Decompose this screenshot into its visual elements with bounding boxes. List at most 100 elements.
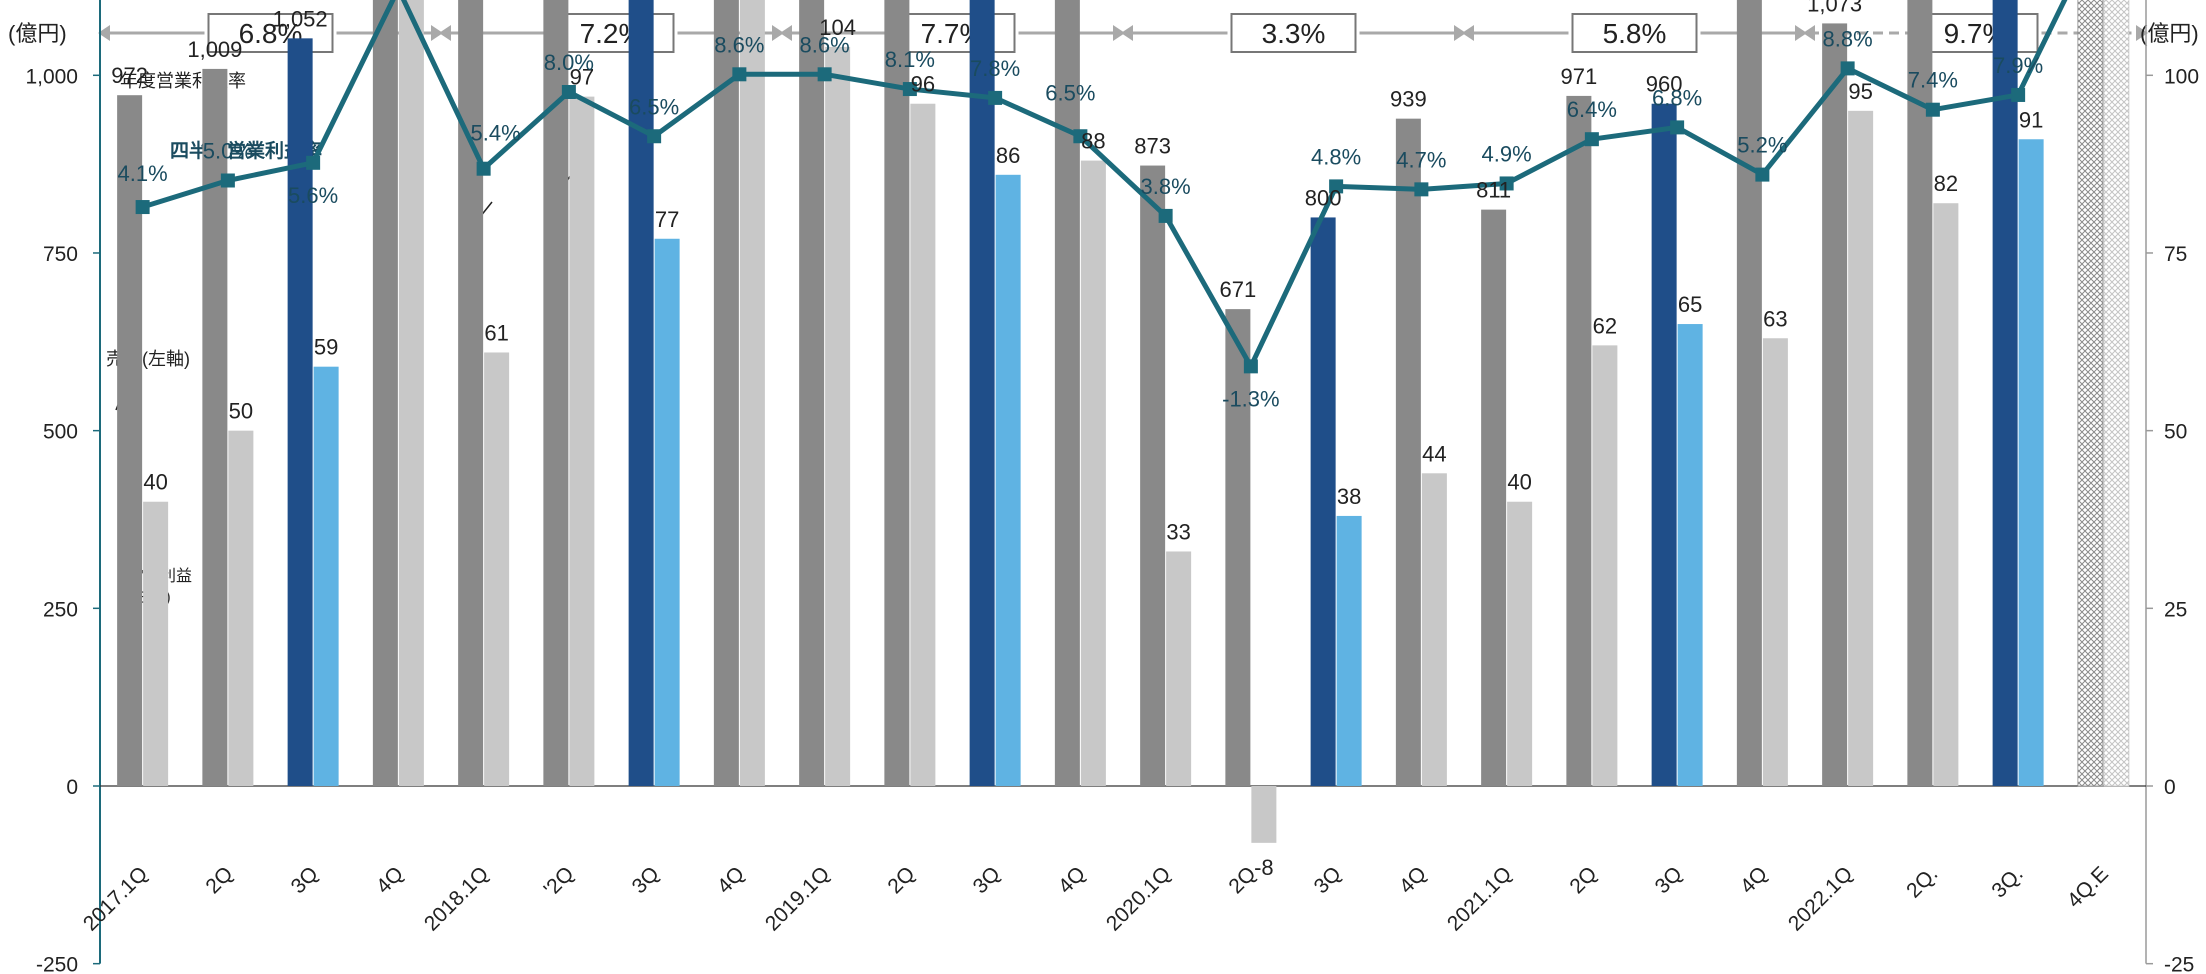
profit-bar (1592, 345, 1618, 786)
sales-bar (458, 0, 484, 787)
profit-value-label: 44 (1422, 441, 1446, 466)
profit-bar (1848, 110, 1874, 786)
category-label: 2019.1Q (761, 862, 834, 935)
profit-bar (143, 501, 169, 786)
sales-bar (1992, 0, 2018, 787)
sales-bar (287, 38, 313, 786)
profit-value-label: 88 (1081, 129, 1105, 154)
annual-arrow-head (1803, 25, 1815, 41)
sales-bar (1566, 95, 1592, 787)
profit-bar (2018, 139, 2044, 786)
sales-value-label: 1,073 (1807, 0, 1862, 16)
sales-bar (1054, 0, 1080, 786)
margin-value-label: 8.8% (1823, 26, 1873, 51)
sales-bar (543, 0, 569, 786)
annual-arrow-head (1454, 25, 1466, 41)
bars (117, 0, 2130, 843)
category-label: 3Q (969, 862, 1005, 898)
margin-point (1414, 182, 1429, 197)
annual-margin-box (1230, 13, 1357, 53)
annual-arrow-head (772, 25, 784, 41)
profit-bar (1933, 203, 1959, 786)
margin-point (1329, 179, 1344, 194)
profit-bar (228, 430, 254, 786)
margin-point (1158, 208, 1173, 223)
sales-value-label: 960 (1646, 72, 1683, 97)
sales-bar (1395, 118, 1421, 786)
profit-bar (739, 0, 765, 786)
margin-value-label: 7.9% (1993, 53, 2043, 78)
category-label: 2017.1Q (79, 862, 152, 935)
margin-point (647, 129, 662, 144)
annual-arrow-head (2136, 25, 2148, 41)
margin-point (1840, 61, 1855, 76)
annual-arrow-head (780, 25, 792, 41)
annual-margin-value: 3.3% (1262, 18, 1326, 49)
profit-value-label: 77 (655, 207, 679, 232)
profit-bar (1080, 160, 1106, 787)
sales-bar (884, 0, 910, 786)
margin-point (1499, 176, 1514, 191)
category-label: 2Q (201, 862, 237, 898)
sales-bar (1225, 309, 1251, 786)
margin-value-label: 7.4% (1908, 68, 1958, 93)
margin-value-label: 5.2% (1737, 133, 1787, 158)
profit-value-label: 50 (229, 399, 253, 424)
category-label: 2Q (1565, 862, 1601, 898)
profit-value-label: 33 (1166, 519, 1190, 544)
annual-arrow-head (1113, 25, 1125, 41)
category-label: 4Q (372, 862, 408, 898)
margin-value-label: 5.6% (288, 183, 338, 208)
right-tick-label: -25 (2164, 954, 2194, 974)
category-label: 3Q (1310, 862, 1346, 898)
annual-arrow-head (98, 25, 110, 41)
sales-bar (1651, 103, 1677, 786)
left-tick-label: 250 (43, 598, 78, 621)
margin-value-label: 8.6% (714, 32, 764, 57)
category-label: 4Q.E (2063, 862, 2113, 912)
sales-bar (713, 0, 739, 787)
margin-point (902, 82, 917, 97)
category-label: 4Q (1736, 862, 1772, 898)
right-axis-unit: (億円) (2140, 21, 2199, 46)
sales-bar (2077, 0, 2104, 787)
sales-bar (969, 0, 995, 786)
profit-bar (1251, 786, 1277, 843)
category-label: 2018.1Q (420, 862, 493, 935)
annual-arrow-head (431, 25, 443, 41)
annual-arrow-head (1795, 25, 1807, 41)
right-tick-label: 100 (2164, 65, 2199, 88)
margin-point (1584, 132, 1599, 147)
profit-bar (995, 174, 1021, 787)
profit-bar (1166, 551, 1192, 786)
category-label: 2Q (883, 862, 919, 898)
margin-value-label: 7.8% (970, 56, 1020, 81)
margin-point (732, 67, 747, 82)
sales-bar (117, 95, 143, 787)
profit-value-label: 95 (1848, 79, 1872, 104)
category-label: 4Q (1395, 862, 1431, 898)
annual-arrow-head (1462, 25, 1474, 41)
profit-value-label: 65 (1678, 292, 1702, 317)
margin-value-label: 4.8% (1311, 144, 1361, 169)
category-label: 2Q. (1902, 862, 1942, 902)
margin-value-label: 8.1% (885, 47, 935, 72)
sales-value-label: 811 (1476, 178, 1511, 203)
profit-value-label: 62 (1593, 313, 1617, 338)
category-label: 3Q (1651, 862, 1687, 898)
left-tick-label: 500 (43, 421, 78, 444)
margin-value-label: 6.5% (629, 94, 679, 119)
profit-bar (1762, 338, 1788, 786)
sales-bar (1822, 23, 1848, 787)
margin-value-label: 6.8% (1652, 85, 1702, 110)
margin-value-label: 4.9% (1482, 141, 1532, 166)
category-label: '2Q (539, 862, 578, 901)
sales-bar (1481, 209, 1507, 786)
margin-value-label: 6.5% (1045, 80, 1095, 105)
sales-bar (799, 0, 825, 786)
value-labels: 972401,009501,052591,2641451,138611,2149… (111, 0, 2043, 880)
sales-bar (1310, 217, 1336, 786)
margin-point (561, 85, 576, 99)
profit-value-label: 97 (570, 65, 594, 90)
profit-bar (910, 103, 936, 786)
